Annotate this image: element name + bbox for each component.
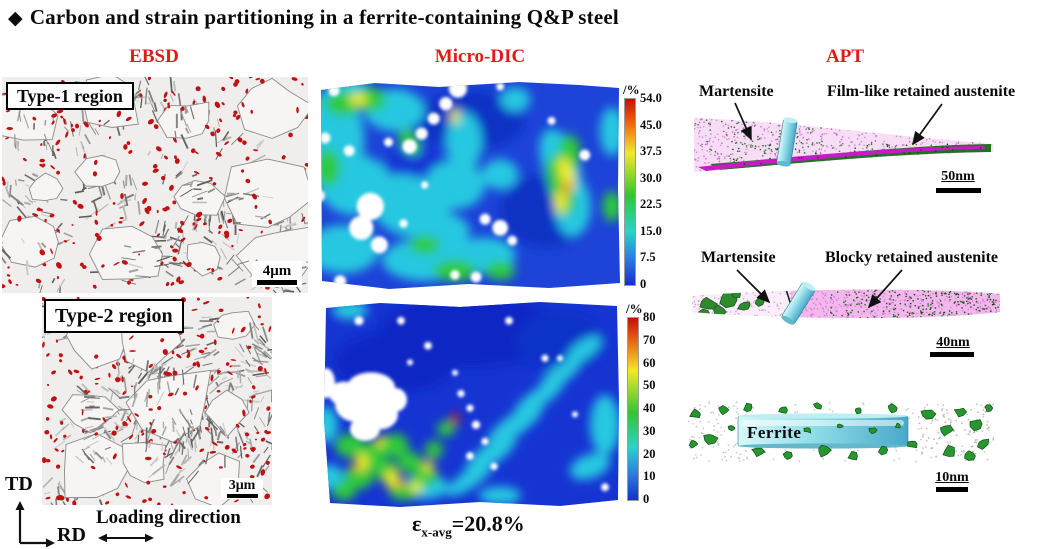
loading-direction-double-arrow-icon: [98, 533, 154, 543]
scalebar-40nm-bar: [930, 352, 974, 357]
dic-strain-map-type1: [321, 82, 620, 289]
apt-tip-blocky-austenite: [692, 282, 1000, 325]
column-header-ebsd: EBSD: [129, 46, 179, 67]
figure-title: ◆ Carbon and strain partitioning in a fer…: [8, 5, 619, 30]
colorbar2-gradient: [627, 317, 639, 501]
epsilon-symbol: ε: [412, 511, 422, 536]
axis-label-td: TD: [5, 473, 33, 495]
colorbar-tick: 70: [643, 332, 656, 347]
label-martensite-tip2: Martensite: [701, 249, 776, 266]
dic-strain-map-type2: [324, 302, 619, 507]
epsilon-subscript: x-avg: [421, 524, 452, 540]
axis-label-rd: RD: [57, 524, 86, 546]
colorbar1-unit: /%: [623, 82, 640, 97]
colorbar2-unit: /%: [626, 301, 643, 316]
region-label-type2: Type-2 region: [44, 299, 184, 333]
ebsd-micrograph-type1: [2, 77, 308, 293]
colorbar-tick: 30: [643, 423, 656, 438]
colorbar-tick: 30.0: [640, 170, 662, 185]
scalebar-3um-text: 3μm: [228, 478, 256, 493]
scalebar-4um: 4μm: [252, 261, 302, 287]
scalebar-40nm-text: 40nm: [936, 335, 970, 350]
colorbar-tick: 45.0: [640, 117, 662, 132]
diamond-bullet-icon: ◆: [8, 8, 23, 29]
average-strain-label: εx-avg=20.8%: [412, 511, 525, 540]
scalebar-50nm-text: 50nm: [941, 169, 975, 184]
loading-direction-label: Loading direction: [96, 507, 241, 528]
label-ferrite: Ferrite: [747, 423, 802, 442]
ebsd-micrograph-type2: [42, 297, 272, 505]
apt-annotation-arrows: [734, 102, 943, 309]
td-rd-axes-icon: [15, 501, 55, 547]
colorbar-tick: 0: [643, 492, 650, 506]
colorbar2-ticks: 80 70 60 50 40 30 20 10 0: [643, 310, 656, 506]
region-label-type1: Type-1 region: [6, 82, 134, 110]
colorbar-tick: 80: [643, 310, 656, 324]
scalebar-3um: 3μm: [221, 478, 263, 499]
scalebar-10nm-text: 10nm: [935, 470, 969, 485]
label-martensite-tip1: Martensite: [699, 83, 774, 100]
colorbar-tick: 0: [640, 276, 647, 291]
colorbar-tick: 37.5: [640, 144, 662, 159]
arrow-martensite-tip1: [734, 102, 752, 141]
colorbar-tick: 40: [643, 401, 656, 415]
colorbar-tick: 15.0: [640, 223, 662, 238]
scalebar-3um-bar: [226, 494, 258, 498]
label-blocky-retained-austenite: Blocky retained austenite: [825, 249, 999, 266]
column-header-apt: APT: [826, 46, 864, 67]
colorbar-tick: 50: [643, 378, 656, 393]
arrow-martensite-tip2: [736, 269, 771, 304]
colorbar-tick: 60: [643, 355, 656, 370]
figure-title-text: Carbon and strain partitioning in a ferr…: [29, 5, 619, 29]
colorbar-tick: 22.5: [640, 197, 662, 212]
scalebar-4um-text: 4μm: [262, 263, 292, 279]
arrow-blocky-austenite-tip2: [867, 269, 903, 309]
column-header-micro-dic: Micro-DIC: [434, 46, 526, 67]
apt-tip-ferrite: [688, 401, 994, 463]
colorbar1-ticks: 54.0 45.0 37.5 30.0 22.5 15.0 7.5 0: [640, 92, 662, 290]
colorbar-tick: 10: [643, 469, 656, 484]
scalebar-4um-bar: [257, 280, 297, 285]
colorbar-tick: 7.5: [640, 250, 656, 265]
epsilon-value: =20.8%: [451, 511, 525, 536]
colorbar-tick: 54.0: [640, 91, 662, 105]
scalebar-50nm-bar: [936, 188, 981, 193]
scalebar-10nm-bar: [936, 487, 968, 492]
colorbar1-gradient: [624, 98, 636, 286]
colorbar-tick: 20: [643, 446, 656, 461]
arrow-film-austenite-tip1: [912, 103, 943, 146]
label-film-like-retained-austenite: Film-like retained austenite: [827, 83, 1016, 100]
